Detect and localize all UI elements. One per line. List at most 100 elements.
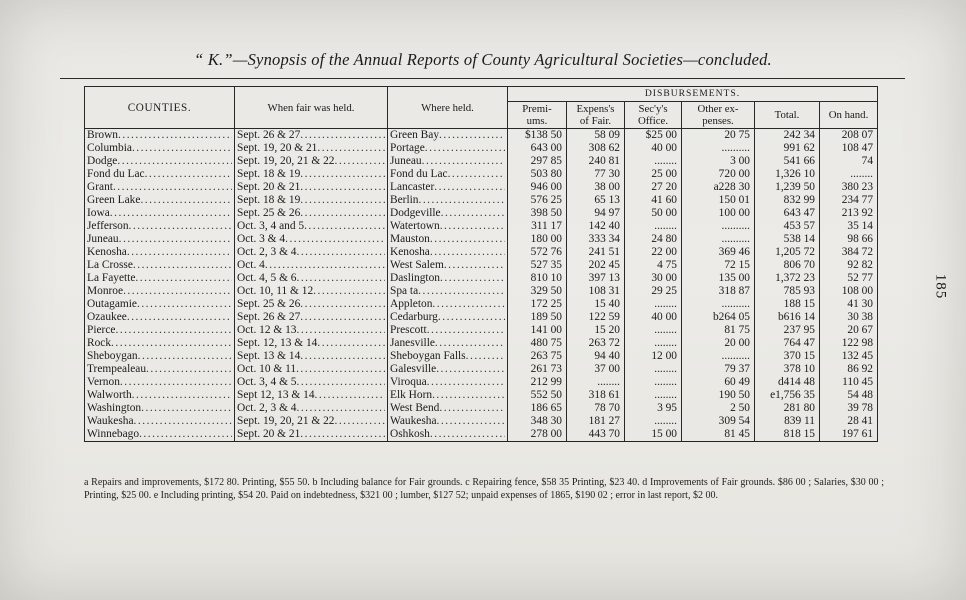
cell-county: Sheboygan: [84, 350, 235, 363]
cell-premiums: 810 10: [507, 272, 567, 285]
table-row: La FayetteOct. 4, 5 & 6Daslington810 103…: [84, 272, 879, 285]
cell-secys-office: 50 00: [624, 207, 682, 220]
cell-total: 1,372 23: [754, 272, 820, 285]
cell-premiums: 212 99: [507, 376, 567, 389]
cell-where-held: Green Bay: [387, 128, 508, 142]
cell-text: Sept. 25 & 26: [237, 207, 301, 219]
cell-secys-office: 22 00: [624, 246, 682, 259]
cell-premiums: 576 25: [507, 194, 567, 207]
cell-where-held: West Bend: [387, 402, 508, 415]
cell-text: Oct. 3, 4 and 5: [237, 220, 305, 232]
cell-total: 764 47: [754, 337, 820, 350]
table-row: Walworth Sept 12, 13 & 14 Elk Horn 552 5031…: [84, 389, 879, 402]
cell-on-hand: 54 48: [818, 389, 879, 402]
cell-text: Dodge: [87, 155, 118, 167]
cell-expenses-of-fair: 333 34: [566, 233, 625, 246]
table-header: COUNTIES. When fair was held. Where held…: [84, 86, 879, 129]
cell-secys-office: ........: [624, 415, 682, 428]
cell-other-expenses: 20 75: [681, 128, 755, 142]
cell-total: e1,756 35: [754, 389, 820, 402]
cell-premiums: 643 00: [507, 142, 567, 155]
cell-text: Sept 12, 13 & 14: [237, 389, 315, 401]
cell-where-held: Cedarburg: [387, 311, 508, 324]
cell-on-hand: 384 72: [818, 246, 879, 259]
cell-text: Kenosha: [87, 246, 127, 258]
cell-county: Brown: [84, 128, 235, 142]
cell-other-expenses: 720 00: [681, 168, 755, 181]
page-number: 185: [931, 273, 948, 300]
cell-secys-office: 4 75: [624, 259, 682, 272]
cell-text: Monroe: [87, 285, 124, 297]
cell-expenses-of-fair: 78 70: [566, 402, 625, 415]
cell-text: Cedarburg: [390, 311, 438, 323]
cell-where-held: Waukesha: [387, 415, 508, 428]
cell-premiums: $138 50: [507, 128, 567, 142]
cell-other-expenses: ..........: [681, 142, 755, 155]
cell-on-hand: 132 45: [818, 350, 879, 363]
cell-when-fair-held: Oct. 3, 4 and 5: [234, 220, 388, 233]
cell-secys-office: 25 00: [624, 168, 682, 181]
cell-other-expenses: 3 00: [681, 155, 755, 168]
cell-text: Ozaukee: [87, 311, 127, 323]
cell-premiums: 297 85: [507, 155, 567, 168]
cell-text: Fond du Lac: [87, 168, 145, 180]
cell-text: Sept. 13 & 14: [237, 350, 301, 362]
cell-expenses-of-fair: 58 09: [566, 128, 625, 142]
cell-text: Green Lake: [87, 194, 141, 206]
cell-on-hand: 52 77: [818, 272, 879, 285]
table-row: Waukesha Sept. 19, 20, 21 & 22 Waukesha 348…: [84, 415, 879, 428]
cell-where-held: Prescott: [387, 324, 508, 337]
cell-expenses-of-fair: 240 81: [566, 155, 625, 168]
cell-text: Appleton: [390, 298, 433, 310]
cell-expenses-of-fair: 15 20: [566, 324, 625, 337]
cell-on-hand: 74: [818, 155, 879, 168]
cell-text: Watertown: [390, 220, 440, 232]
header-row-sub: Premi- ums. Expens's of Fair. Sec'y's Of…: [85, 101, 879, 129]
cell-county: Fond du Lac: [84, 168, 235, 181]
cell-secys-office: 12 00: [624, 350, 682, 363]
cell-on-hand: 98 66: [818, 233, 879, 246]
cell-county: Grant: [84, 181, 235, 194]
cell-secys-office: 15 00: [624, 428, 682, 442]
cell-when-fair-held: Oct. 4, 5 & 6: [234, 272, 388, 285]
cell-text: Lancaster: [390, 181, 435, 193]
cell-secys-office: ........: [624, 337, 682, 350]
cell-premiums: 180 00: [507, 233, 567, 246]
cell-secys-office: 40 00: [624, 311, 682, 324]
cell-secys-office: ........: [624, 155, 682, 168]
header-other-expenses: Other ex- penses.: [681, 101, 755, 129]
cell-when-fair-held: Sept. 26 & 27: [234, 128, 388, 142]
cell-text: La Crosse: [87, 259, 133, 271]
cell-when-fair-held: Oct. 10, 11 & 12: [234, 285, 388, 298]
cell-on-hand: 208 07: [818, 128, 879, 142]
cell-other-expenses: 100 00: [681, 207, 755, 220]
cell-where-held: Galesville: [387, 363, 508, 376]
cell-where-held: Viroqua: [387, 376, 508, 389]
cell-text: Portage: [390, 142, 425, 154]
cell-where-held: Lancaster: [387, 181, 508, 194]
cell-secys-office: 3 95: [624, 402, 682, 415]
cell-county: La Fayette: [84, 272, 235, 285]
cell-premiums: 348 30: [507, 415, 567, 428]
cell-where-held: Sheboygan Falls: [387, 350, 508, 363]
cell-on-hand: 197 61: [818, 428, 879, 442]
cell-premiums: 141 00: [507, 324, 567, 337]
header-total: Total.: [754, 101, 820, 129]
cell-text: Rock: [87, 337, 112, 349]
header-secys-office: Sec'y's Office.: [624, 101, 682, 129]
cell-text: Sept. 18 & 19: [237, 194, 301, 206]
cell-expenses-of-fair: 443 70: [566, 428, 625, 442]
table-row: Jefferson Oct. 3, 4 and 5 Watertown 311 171…: [84, 220, 879, 233]
cell-total: 378 10: [754, 363, 820, 376]
cell-text: Sept. 20 & 21: [237, 428, 301, 440]
cell-where-held: Daslington: [387, 272, 508, 285]
cell-text: Viroqua: [390, 376, 427, 388]
cell-premiums: 261 73: [507, 363, 567, 376]
cell-when-fair-held: Sept. 20 & 21: [234, 181, 388, 194]
cell-county: Kenosha: [84, 246, 235, 259]
cell-text: Sept. 19, 20 & 21: [237, 142, 318, 154]
cell-when-fair-held: Sept. 13 & 14: [234, 350, 388, 363]
cell-county: Winnebago: [84, 428, 235, 442]
